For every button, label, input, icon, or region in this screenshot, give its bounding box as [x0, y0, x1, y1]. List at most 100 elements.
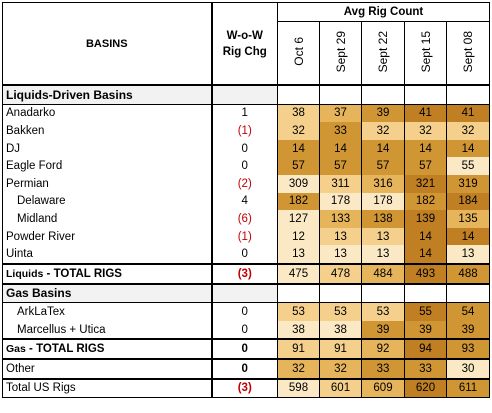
basin-name: Liquids - TOTAL RIGS: [2, 262, 212, 284]
rig-count-cell: 620: [404, 377, 447, 399]
rig-count-cell: 13: [319, 227, 362, 246]
other-row: Other 0 32 32 33 33 30: [2, 357, 491, 379]
rig-count-cell: 55: [446, 157, 491, 175]
rig-count-cell: 601: [319, 377, 362, 399]
rig-count-cell: 493: [404, 262, 447, 284]
rig-count-cell: 135: [446, 210, 491, 228]
rig-count-cell: 14: [361, 139, 405, 158]
wow-rig-change: (3): [210, 262, 278, 284]
rig-count-cell: 32: [404, 122, 447, 140]
total-label-prefix: Gas: [6, 343, 26, 356]
header-date-4: Sept 08: [446, 21, 491, 85]
rig-count-cell: 178: [361, 192, 405, 211]
rig-count-cell: 133: [319, 210, 362, 228]
rig-count-cell: 14: [446, 227, 491, 246]
wow-rig-change: (3): [210, 377, 278, 399]
rig-count-cell: 94: [404, 338, 447, 359]
header-avg-rig-count: Avg Rig Count: [277, 2, 491, 22]
header-date-label: Oct 6: [291, 37, 306, 66]
header-date-1: Sept 29: [319, 21, 362, 85]
header-date-label: Sept 22: [376, 30, 390, 73]
wow-rig-change: 0: [210, 320, 278, 340]
basin-name: Delaware: [2, 192, 212, 211]
total-us-row: Total US Rigs (3) 598 601 609 620 611: [2, 377, 491, 399]
section-value-empty: [319, 83, 362, 105]
rig-count-cell: 33: [404, 357, 447, 379]
rig-count-cell: 54: [446, 302, 491, 321]
basin-name: ArkLaTex: [2, 302, 212, 321]
rig-count-cell: 53: [361, 302, 405, 321]
liquids-total-row: Liquids - TOTAL RIGS (3) 475 478 484 493 488: [2, 262, 491, 284]
rig-count-cell: 182: [277, 192, 320, 211]
basin-name: Anadarko: [2, 103, 212, 123]
basin-row: Anadarko 1 38 37 39 41 41: [2, 103, 491, 123]
basin-name: Permian: [2, 174, 212, 193]
basin-name: Midland: [2, 210, 212, 228]
gas-total-row: Gas - TOTAL RIGS 0 91 91 92 94 93: [2, 338, 491, 359]
wow-rig-change: (1): [210, 122, 278, 140]
rig-count-cell: 611: [446, 377, 491, 399]
rig-count-cell: 321: [404, 174, 447, 193]
rig-count-cell: 139: [404, 210, 447, 228]
rig-count-cell: 38: [319, 320, 362, 340]
section-wow-empty: [210, 282, 278, 303]
rig-count-cell: 13: [361, 227, 405, 246]
rig-count-cell: 178: [319, 192, 362, 211]
rig-count-cell: 488: [446, 262, 491, 284]
section-value-empty: [446, 282, 491, 303]
section-wow-empty: [210, 83, 278, 105]
rig-count-cell: 32: [277, 357, 320, 379]
rig-count-cell: 14: [446, 139, 491, 158]
header-date-3: Sept 15: [404, 21, 447, 85]
basin-name: Powder River: [2, 227, 212, 246]
rig-count-cell: 37: [319, 103, 362, 123]
rig-count-cell: 57: [277, 157, 320, 175]
section-value-empty: [277, 83, 320, 105]
section-header-row: Gas Basins: [2, 282, 491, 303]
wow-rig-change: 0: [210, 157, 278, 175]
rig-count-cell: 13: [319, 245, 362, 264]
header-wow-rig-change: W-o-W Rig Chg: [210, 2, 278, 85]
basin-name: Uinta: [2, 245, 212, 264]
rig-count-cell: 184: [446, 192, 491, 211]
rig-count-cell: 14: [404, 245, 447, 264]
wow-rig-change: (6): [210, 210, 278, 228]
rig-count-cell: 319: [446, 174, 491, 193]
basin-name: Gas - TOTAL RIGS: [2, 338, 212, 359]
rig-count-cell: 13: [446, 245, 491, 264]
rig-count-cell: 57: [361, 157, 405, 175]
basin-name: Other: [2, 357, 212, 379]
wow-rig-change: 0: [210, 139, 278, 158]
basin-row: Uinta 0 13 13 13 14 13: [2, 245, 491, 264]
rig-count-cell: 53: [319, 302, 362, 321]
section-value-empty: [361, 282, 405, 303]
rig-count-cell: 316: [361, 174, 405, 193]
basin-row: Bakken (1) 32 33 32 32 32: [2, 122, 491, 140]
total-label-suffix: - TOTAL RIGS: [43, 267, 122, 280]
header-date-label: Sept 15: [418, 30, 433, 73]
rig-count-cell: 14: [277, 139, 320, 158]
section-header-row: Liquids-Driven Basins: [2, 83, 491, 105]
basin-row: DJ 0 14 14 14 14 14: [2, 139, 491, 158]
rig-count-cell: 30: [446, 357, 491, 379]
basin-row: ArkLaTex 0 53 53 53 55 54: [2, 302, 491, 321]
rig-count-cell: 14: [319, 139, 362, 158]
basin-row: Permian (2) 309 311 316 321 319: [2, 174, 491, 193]
rig-count-cell: 39: [361, 320, 405, 340]
section-value-empty: [361, 83, 405, 105]
rig-count-table: BASINS W-o-W Rig Chg Avg Rig Count Oct 6…: [2, 2, 491, 399]
rig-count-cell: 53: [277, 302, 320, 321]
rig-count-cell: 32: [361, 122, 405, 140]
rig-count-cell: 12: [277, 227, 320, 246]
section-title: Gas Basins: [2, 282, 212, 303]
basin-row: Midland (6) 127 133 138 139 135: [2, 210, 491, 228]
section-value-empty: [446, 83, 491, 105]
basin-row: Eagle Ford 0 57 57 57 57 55: [2, 157, 491, 175]
rig-count-cell: 93: [446, 338, 491, 359]
rig-count-cell: 57: [404, 157, 447, 175]
wow-rig-change: 1: [210, 103, 278, 123]
rig-count-cell: 55: [404, 302, 447, 321]
rig-count-cell: 39: [446, 320, 491, 340]
wow-rig-change: (1): [210, 227, 278, 246]
rig-count-cell: 41: [404, 103, 447, 123]
